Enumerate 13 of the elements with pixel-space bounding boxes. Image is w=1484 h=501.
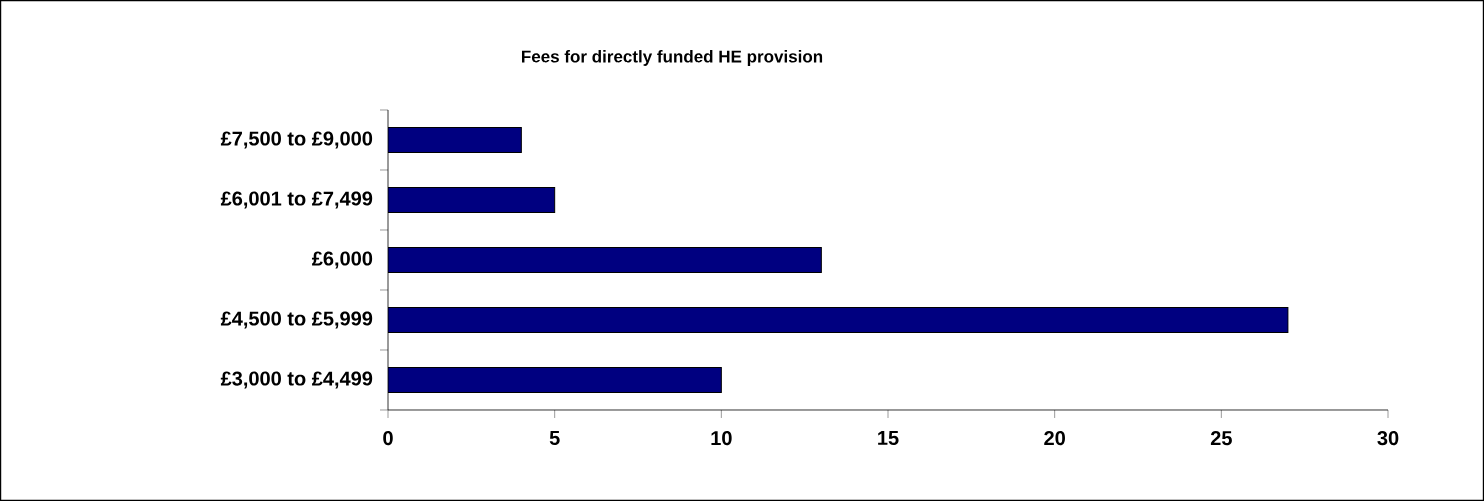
x-tick-label: 5 [549,431,560,445]
y-tick-label: £3,000 to £4,499 [220,371,373,389]
x-tick-label: 10 [711,431,732,446]
y-tick-label: £6,001 to £7,499 [220,191,373,209]
x-tick-label: 25 [1210,431,1232,446]
y-tick-label: £7,500 to £9,000 [220,131,373,149]
x-tick-label: 15 [878,431,899,445]
chart-title: Fees for directly funded HE provision [522,50,823,66]
x-tick-label: 0 [383,431,393,446]
y-tick-label: £4,500 to £5,999 [220,311,373,329]
x-tick-label: 30 [1377,431,1399,446]
x-tick-label: 20 [1044,431,1065,446]
y-tick-label: £6,000 [311,251,373,269]
